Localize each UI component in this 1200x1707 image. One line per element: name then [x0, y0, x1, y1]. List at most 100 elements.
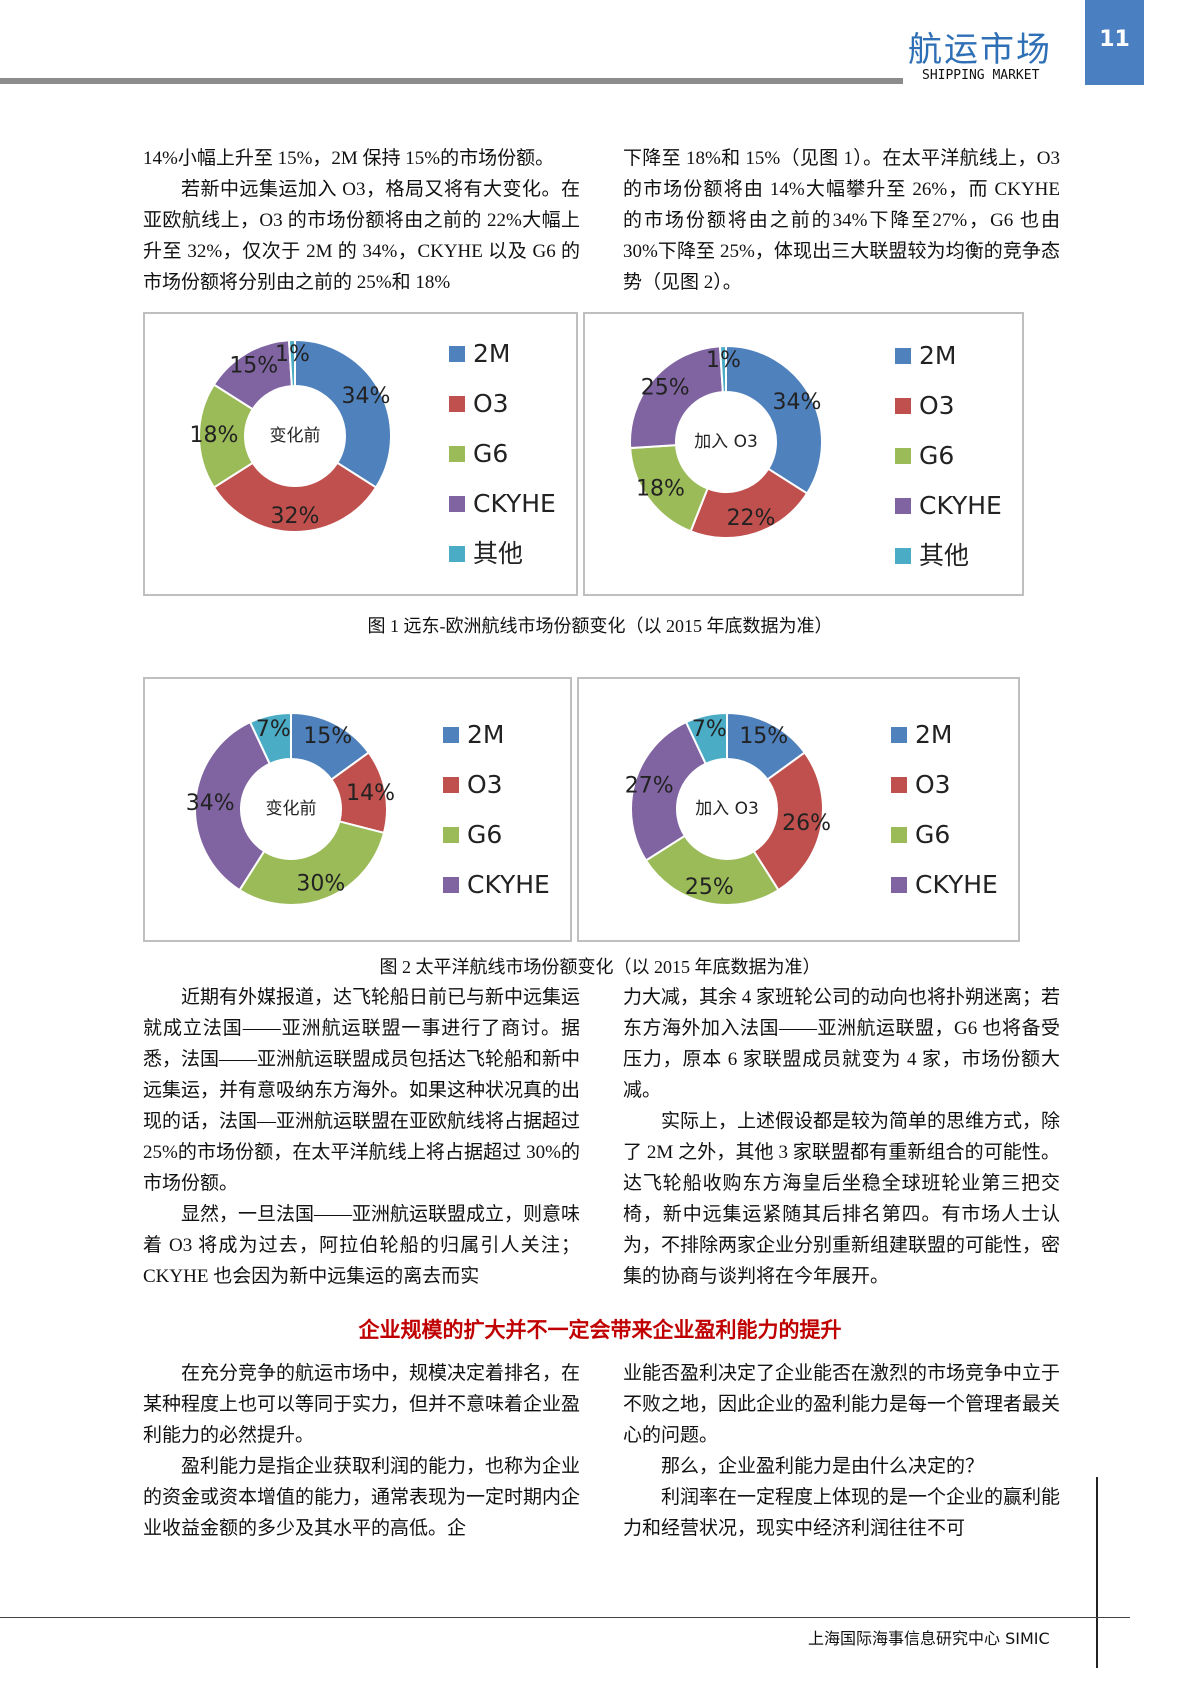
legend-swatch	[895, 498, 911, 514]
donut-segment	[689, 467, 809, 539]
legend-label: O3	[919, 391, 955, 420]
data-label: 34%	[773, 390, 822, 415]
data-label: 15%	[303, 724, 352, 749]
paragraph: 力大减，其余 4 家班轮公司的动向也将扑朔迷离；若东方海外加入法国——亚洲航运联…	[623, 987, 1061, 1101]
legend-label: 2M	[467, 720, 504, 749]
donut-segment	[644, 834, 780, 906]
paragraph: 14%小幅上升至 15%，2M 保持 15%的市场份额。	[143, 148, 555, 169]
legend-label: G6	[467, 820, 502, 849]
legend-swatch	[449, 546, 465, 562]
donut-segment	[630, 720, 708, 862]
chart: 15% 26% 25% 27% 7% 加入 O3 2M O3 G6 CKYHE	[577, 677, 1020, 942]
donut-segment	[212, 461, 378, 534]
legend-swatch	[895, 448, 911, 464]
header-rule	[0, 78, 903, 84]
column: 近期有外媒报道，达飞轮船日前已与新中远集运就成立法国——亚洲航运联盟一事进行了商…	[143, 982, 580, 1292]
legend-swatch	[891, 827, 907, 843]
paragraph: 在充分竞争的航运市场中，规模决定着排名，在某种程度上也可以等同于实力，但并不意味…	[143, 1363, 581, 1446]
data-label: 1%	[275, 342, 310, 367]
legend-swatch	[895, 348, 911, 364]
paragraph: 业能否盈利决定了企业能否在激烈的市场竞争中立于不败之地，因此企业的盈利能力是每一…	[623, 1363, 1061, 1446]
page-number: 11	[1085, 0, 1144, 85]
legend-swatch	[895, 548, 911, 564]
footer-rule	[0, 1617, 1130, 1618]
legend-swatch	[443, 877, 459, 893]
legend-label: CKYHE	[473, 489, 556, 518]
data-label: 1%	[706, 348, 741, 373]
data-label: 18%	[636, 477, 685, 502]
figure-caption: 图 2 太平洋航线市场份额变化（以 2015 年底数据为准）	[379, 957, 821, 977]
donut-segment	[238, 820, 386, 906]
legend-swatch	[449, 446, 465, 462]
data-label: 27%	[625, 773, 674, 798]
chart: 34% 32% 18% 15%1% 变化前 2M O3 G6 CKYHE 其他	[143, 312, 578, 596]
donut-segment	[294, 338, 392, 489]
legend-label: CKYHE	[467, 870, 550, 899]
legend-swatch	[443, 777, 459, 793]
paragraph: 盈利能力是指企业获取利润的能力，也称为企业的资金或资本增值的能力，通常表现为一定…	[143, 1456, 581, 1539]
legend-swatch	[891, 877, 907, 893]
legend-label: 2M	[919, 341, 956, 370]
legend-label: 2M	[915, 720, 952, 749]
column: 14%小幅上升至 15%，2M 保持 15%的市场份额。 若新中远集运加入 O3…	[143, 143, 580, 298]
header-title: 航运市场	[908, 30, 1052, 70]
legend-label: CKYHE	[919, 491, 1002, 520]
center-label: 变化前	[270, 426, 321, 446]
legend-swatch	[891, 727, 907, 743]
chart: 34% 22% 18% 25% 1% 加入 O3 2M O3 G6 CKYHE 其他	[583, 312, 1024, 596]
data-label: 34%	[342, 384, 391, 409]
center-label: 加入 O3	[694, 432, 758, 452]
legend-label: G6	[919, 441, 954, 470]
legend-swatch	[449, 346, 465, 362]
center-label: 加入 O3	[695, 799, 759, 819]
column: 业能否盈利决定了企业能否在激烈的市场竞争中立于不败之地，因此企业的盈利能力是每一…	[623, 1358, 1060, 1544]
data-label: 15%	[229, 353, 278, 378]
paragraph: 那么，企业盈利能力是由什么决定的？	[661, 1456, 985, 1477]
paragraph: 显然，一旦法国——亚洲航运联盟成立，则意味着 O3 将成为过去，阿拉伯轮船的归属…	[143, 1204, 581, 1287]
column: 下降至 18%和 15%（见图 1）。在太平洋航线上，O3 的市场份额将由 14…	[623, 143, 1060, 298]
legend-label: 2M	[473, 339, 510, 368]
figure-caption: 图 1 远东-欧洲航线市场份额变化（以 2015 年底数据为准）	[367, 616, 833, 636]
paragraph: 近期有外媒报道，达飞轮船日前已与新中远集运就成立法国——亚洲航运联盟一事进行了商…	[143, 987, 581, 1194]
data-label: 18%	[190, 423, 239, 448]
paragraph: 若新中远集运加入 O3，格局又将有大变化。在亚欧航线上，O3 的市场份额将由之前…	[143, 179, 580, 293]
donut-segment	[725, 344, 823, 495]
legend-swatch	[449, 396, 465, 412]
donut-segment	[194, 720, 272, 892]
paragraph: 下降至 18%和 15%（见图 1）。在太平洋航线上，O3 的市场份额将由 14…	[623, 148, 1060, 293]
data-label: 7%	[692, 717, 727, 742]
data-label: 25%	[685, 875, 734, 900]
data-label: 15%	[739, 724, 788, 749]
header-subtitle: SHIPPING MARKET	[922, 68, 1040, 83]
donut-segment	[684, 711, 728, 766]
footer-vrule	[1096, 1477, 1098, 1668]
center-label: 变化前	[266, 799, 317, 819]
data-label: 26%	[782, 811, 831, 836]
chart: 15% 14% 30% 34% 7% 变化前 2M O3 G6 CKYHE	[143, 677, 572, 942]
data-label: 34%	[186, 791, 235, 816]
legend-swatch	[449, 496, 465, 512]
column: 在充分竞争的航运市场中，规模决定着排名，在某种程度上也可以等同于实力，但并不意味…	[143, 1358, 580, 1544]
donut-segment	[287, 338, 296, 388]
legend-swatch	[443, 727, 459, 743]
legend-label: G6	[473, 439, 508, 468]
data-label: 14%	[346, 781, 395, 806]
data-label: 22%	[727, 506, 776, 531]
column: 力大减，其余 4 家班轮公司的动向也将扑朔迷离；若东方海外加入法国——亚洲航运联…	[623, 982, 1060, 1292]
legend-label: 其他	[919, 541, 969, 570]
data-label: 32%	[271, 504, 320, 529]
data-label: 30%	[296, 871, 345, 896]
footer-text: 上海国际海事信息研究中心 SIMIC	[808, 1629, 1050, 1648]
donut-segment	[718, 344, 727, 394]
legend-label: G6	[915, 820, 950, 849]
legend-swatch	[443, 827, 459, 843]
paragraph: 利润率在一定程度上体现的是一个企业的赢利能力和经营状况，现实中经济利润往往不可	[623, 1487, 1061, 1539]
legend-swatch	[895, 398, 911, 414]
donut-segment	[248, 711, 292, 766]
legend-label: O3	[467, 770, 503, 799]
legend-label: O3	[915, 770, 951, 799]
section-heading: 企业规模的扩大并不一定会带来企业盈利能力的提升	[358, 1318, 842, 1342]
data-label: 7%	[256, 717, 291, 742]
paragraph: 实际上，上述假设都是较为简单的思维方式，除了 2M 之外，其他 3 家联盟都有重…	[623, 1111, 1061, 1287]
